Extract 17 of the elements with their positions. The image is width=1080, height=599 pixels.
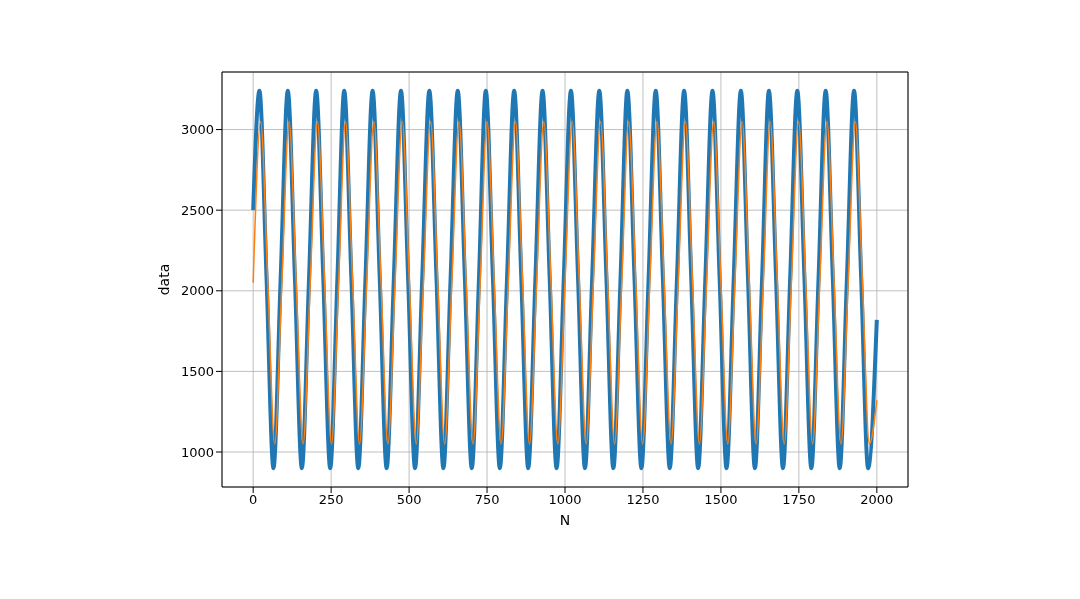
x-tick-label: 500 <box>396 492 422 508</box>
x-tick-label: 1750 <box>782 492 816 508</box>
y-tick-label: 1500 <box>180 364 214 380</box>
y-tick-label: 2000 <box>180 283 214 299</box>
y-axis-title: data <box>155 263 172 296</box>
x-tick-label: 1500 <box>704 492 738 508</box>
x-axis-title: N <box>559 512 571 528</box>
y-tick-label: 1000 <box>180 444 214 460</box>
line-series <box>252 120 878 445</box>
x-tick-label: 0 <box>249 492 258 508</box>
x-tick-label: 250 <box>318 492 344 508</box>
x-tick-label: 1250 <box>626 492 660 508</box>
y-tick-label: 3000 <box>180 122 214 138</box>
x-tick-label: 1000 <box>548 492 582 508</box>
x-tick-label: 750 <box>474 492 500 508</box>
x-tick-label: 2000 <box>860 492 894 508</box>
y-tick-label: 2500 <box>180 202 214 218</box>
